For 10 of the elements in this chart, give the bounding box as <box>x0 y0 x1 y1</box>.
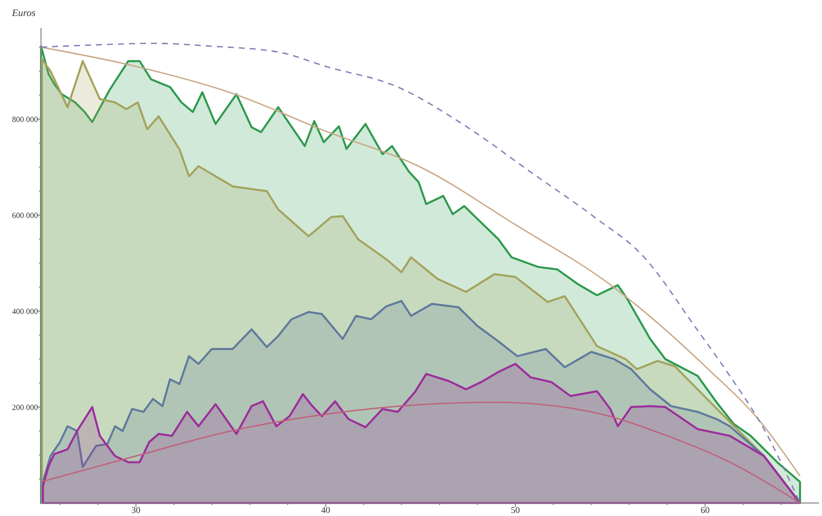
y-tick-label: 200 000 <box>12 403 38 412</box>
line-series <box>40 402 801 504</box>
y-tick-label: 600 000 <box>12 211 38 220</box>
x-tick-label: 40 <box>321 505 331 515</box>
y-tick-label: 400 000 <box>12 307 38 316</box>
x-tick-label: 60 <box>700 505 710 515</box>
x-tick-label: 50 <box>510 505 520 515</box>
y-tick-label: 800 000 <box>12 115 38 124</box>
y-axis-title: Euros <box>11 8 36 19</box>
x-tick-label: 30 <box>131 505 141 515</box>
